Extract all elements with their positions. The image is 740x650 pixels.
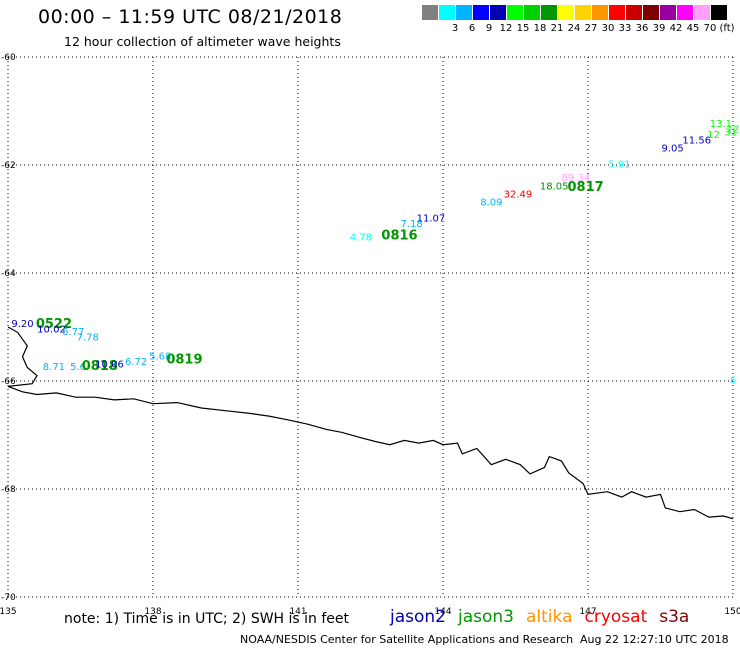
legend-swatch bbox=[575, 5, 591, 20]
units-note: note: 1) Time is in UTC; 2) SWH is in fe… bbox=[64, 611, 350, 627]
legend-value: 36 bbox=[635, 23, 649, 34]
legend-swatch bbox=[592, 5, 608, 20]
wave-height-label: 6 bbox=[730, 376, 736, 387]
legend-swatch bbox=[456, 5, 472, 20]
wave-height-label: 5.91 bbox=[608, 160, 630, 171]
pass-time-label: 0522 bbox=[36, 317, 72, 332]
legend-value: 24 bbox=[567, 23, 581, 34]
legend-swatch bbox=[507, 5, 523, 20]
legend-value: 18 bbox=[533, 23, 547, 34]
legend-swatch bbox=[490, 5, 506, 20]
wave-height-label: 7.78 bbox=[77, 333, 99, 344]
pass-time-label: 0816 bbox=[381, 229, 417, 244]
wave-height-label: 5.68 bbox=[149, 351, 171, 362]
legend-value: 45 bbox=[686, 23, 700, 34]
legend-value: 42 bbox=[669, 23, 683, 34]
satellite-jason2: jason2 bbox=[390, 607, 446, 627]
pass-time-label: 0818 bbox=[82, 359, 118, 374]
legend-value: 9 bbox=[485, 23, 493, 34]
legend-swatch bbox=[711, 5, 727, 20]
legend-swatch bbox=[609, 5, 625, 20]
coastline-path bbox=[7, 326, 734, 520]
wave-height-label: 8.09 bbox=[480, 198, 502, 209]
legend-value: 3 bbox=[451, 23, 459, 34]
wave-height-label: 9.20 bbox=[11, 319, 33, 330]
longitude-label: 147 bbox=[579, 607, 596, 617]
wave-height-label: 4.78 bbox=[350, 233, 372, 244]
legend-value: 21 bbox=[550, 23, 564, 34]
satellite-legend: jason2 jason3 altika cryosat s3a bbox=[390, 607, 701, 627]
pass-time-label: 0817 bbox=[567, 180, 603, 195]
longitude-label: 135 bbox=[0, 607, 17, 617]
satellite-s3a: s3a bbox=[659, 607, 690, 627]
latitude-label: -70 bbox=[1, 593, 16, 603]
wave-height-label: 13.1 bbox=[710, 119, 732, 130]
legend-value: (ft) bbox=[719, 23, 735, 34]
legend-swatch bbox=[694, 5, 710, 20]
legend-value: 27 bbox=[584, 23, 598, 34]
legend-value: 12 bbox=[499, 23, 513, 34]
pass-time-label: 0819 bbox=[166, 353, 202, 368]
wave-height-label: 11.07 bbox=[417, 214, 446, 225]
wave-height-label: 31 bbox=[724, 127, 737, 138]
wave-height-label: 10.06 bbox=[95, 360, 124, 371]
wave-height-label: 12 bbox=[707, 130, 720, 141]
credit-line: NOAA/NESDIS Center for Satellite Applica… bbox=[240, 633, 574, 646]
wave-height-label: 11.56 bbox=[682, 135, 711, 146]
legend-value: 39 bbox=[652, 23, 666, 34]
legend-swatch bbox=[422, 5, 438, 20]
wave-height-label: 12 bbox=[727, 125, 740, 136]
latitude-label: -64 bbox=[1, 269, 16, 279]
legend-swatch bbox=[677, 5, 693, 20]
legend-value: 30 bbox=[601, 23, 615, 34]
wave-height-label: 18.05 bbox=[540, 181, 569, 192]
antarctic-coastline bbox=[7, 326, 734, 520]
wave-height-label: 8.71 bbox=[43, 362, 65, 373]
legend-value: 70 bbox=[703, 23, 717, 34]
wave-height-label: 5.6 bbox=[70, 362, 86, 373]
map-subtitle: 12 hour collection of altimeter wave hei… bbox=[64, 34, 341, 49]
satellite-cryosat: cryosat bbox=[584, 607, 648, 627]
legend-swatch bbox=[524, 5, 540, 20]
color-scale-legend: 3 6 9 12 15 18 21 24 27 30 33 36 39 42 45 70 (ft) bbox=[422, 5, 735, 39]
wave-height-label: 10.02 bbox=[37, 324, 66, 335]
longitude-labels: 135 138 141 144 147 150 bbox=[0, 607, 740, 617]
legend-swatch bbox=[473, 5, 489, 20]
latitude-label: -66 bbox=[1, 377, 16, 387]
map-title: 00:00 – 11:59 UTC 08/21/2018 bbox=[38, 6, 343, 28]
legend-value: 33 bbox=[618, 23, 632, 34]
legend-swatch bbox=[439, 5, 455, 20]
satellite-altika: altika bbox=[526, 607, 573, 627]
latitude-label: -68 bbox=[1, 485, 16, 495]
legend-swatch bbox=[660, 5, 676, 20]
latitude-labels: -60 -62 -64 -66 -68 -70 bbox=[1, 53, 16, 603]
wave-height-label: 89.34 bbox=[562, 173, 591, 184]
legend-swatch bbox=[643, 5, 659, 20]
longitude-label: 138 bbox=[144, 607, 161, 617]
legend-swatch bbox=[626, 5, 642, 20]
wave-height-label: 9.05 bbox=[661, 144, 683, 155]
longitude-label: 150 bbox=[724, 607, 740, 617]
legend-swatch bbox=[541, 5, 557, 20]
latitude-label: -62 bbox=[1, 161, 16, 171]
generated-timestamp: Aug 22 12:27:10 UTC 2018 bbox=[580, 633, 729, 646]
latitude-label: -60 bbox=[1, 53, 16, 63]
legend-value: 6 bbox=[468, 23, 476, 34]
wave-height-label: 6.77 bbox=[62, 327, 84, 338]
legend-swatch bbox=[558, 5, 574, 20]
satellite-jason3: jason3 bbox=[458, 607, 514, 627]
legend-value: 15 bbox=[516, 23, 530, 34]
wave-height-label: 7.18 bbox=[400, 219, 422, 230]
longitude-label: 144 bbox=[434, 607, 451, 617]
wave-height-label: 32.49 bbox=[504, 189, 533, 200]
wave-height-label: 6.72 bbox=[125, 357, 147, 368]
graticule-grid bbox=[7, 56, 734, 598]
longitude-label: 141 bbox=[289, 607, 306, 617]
